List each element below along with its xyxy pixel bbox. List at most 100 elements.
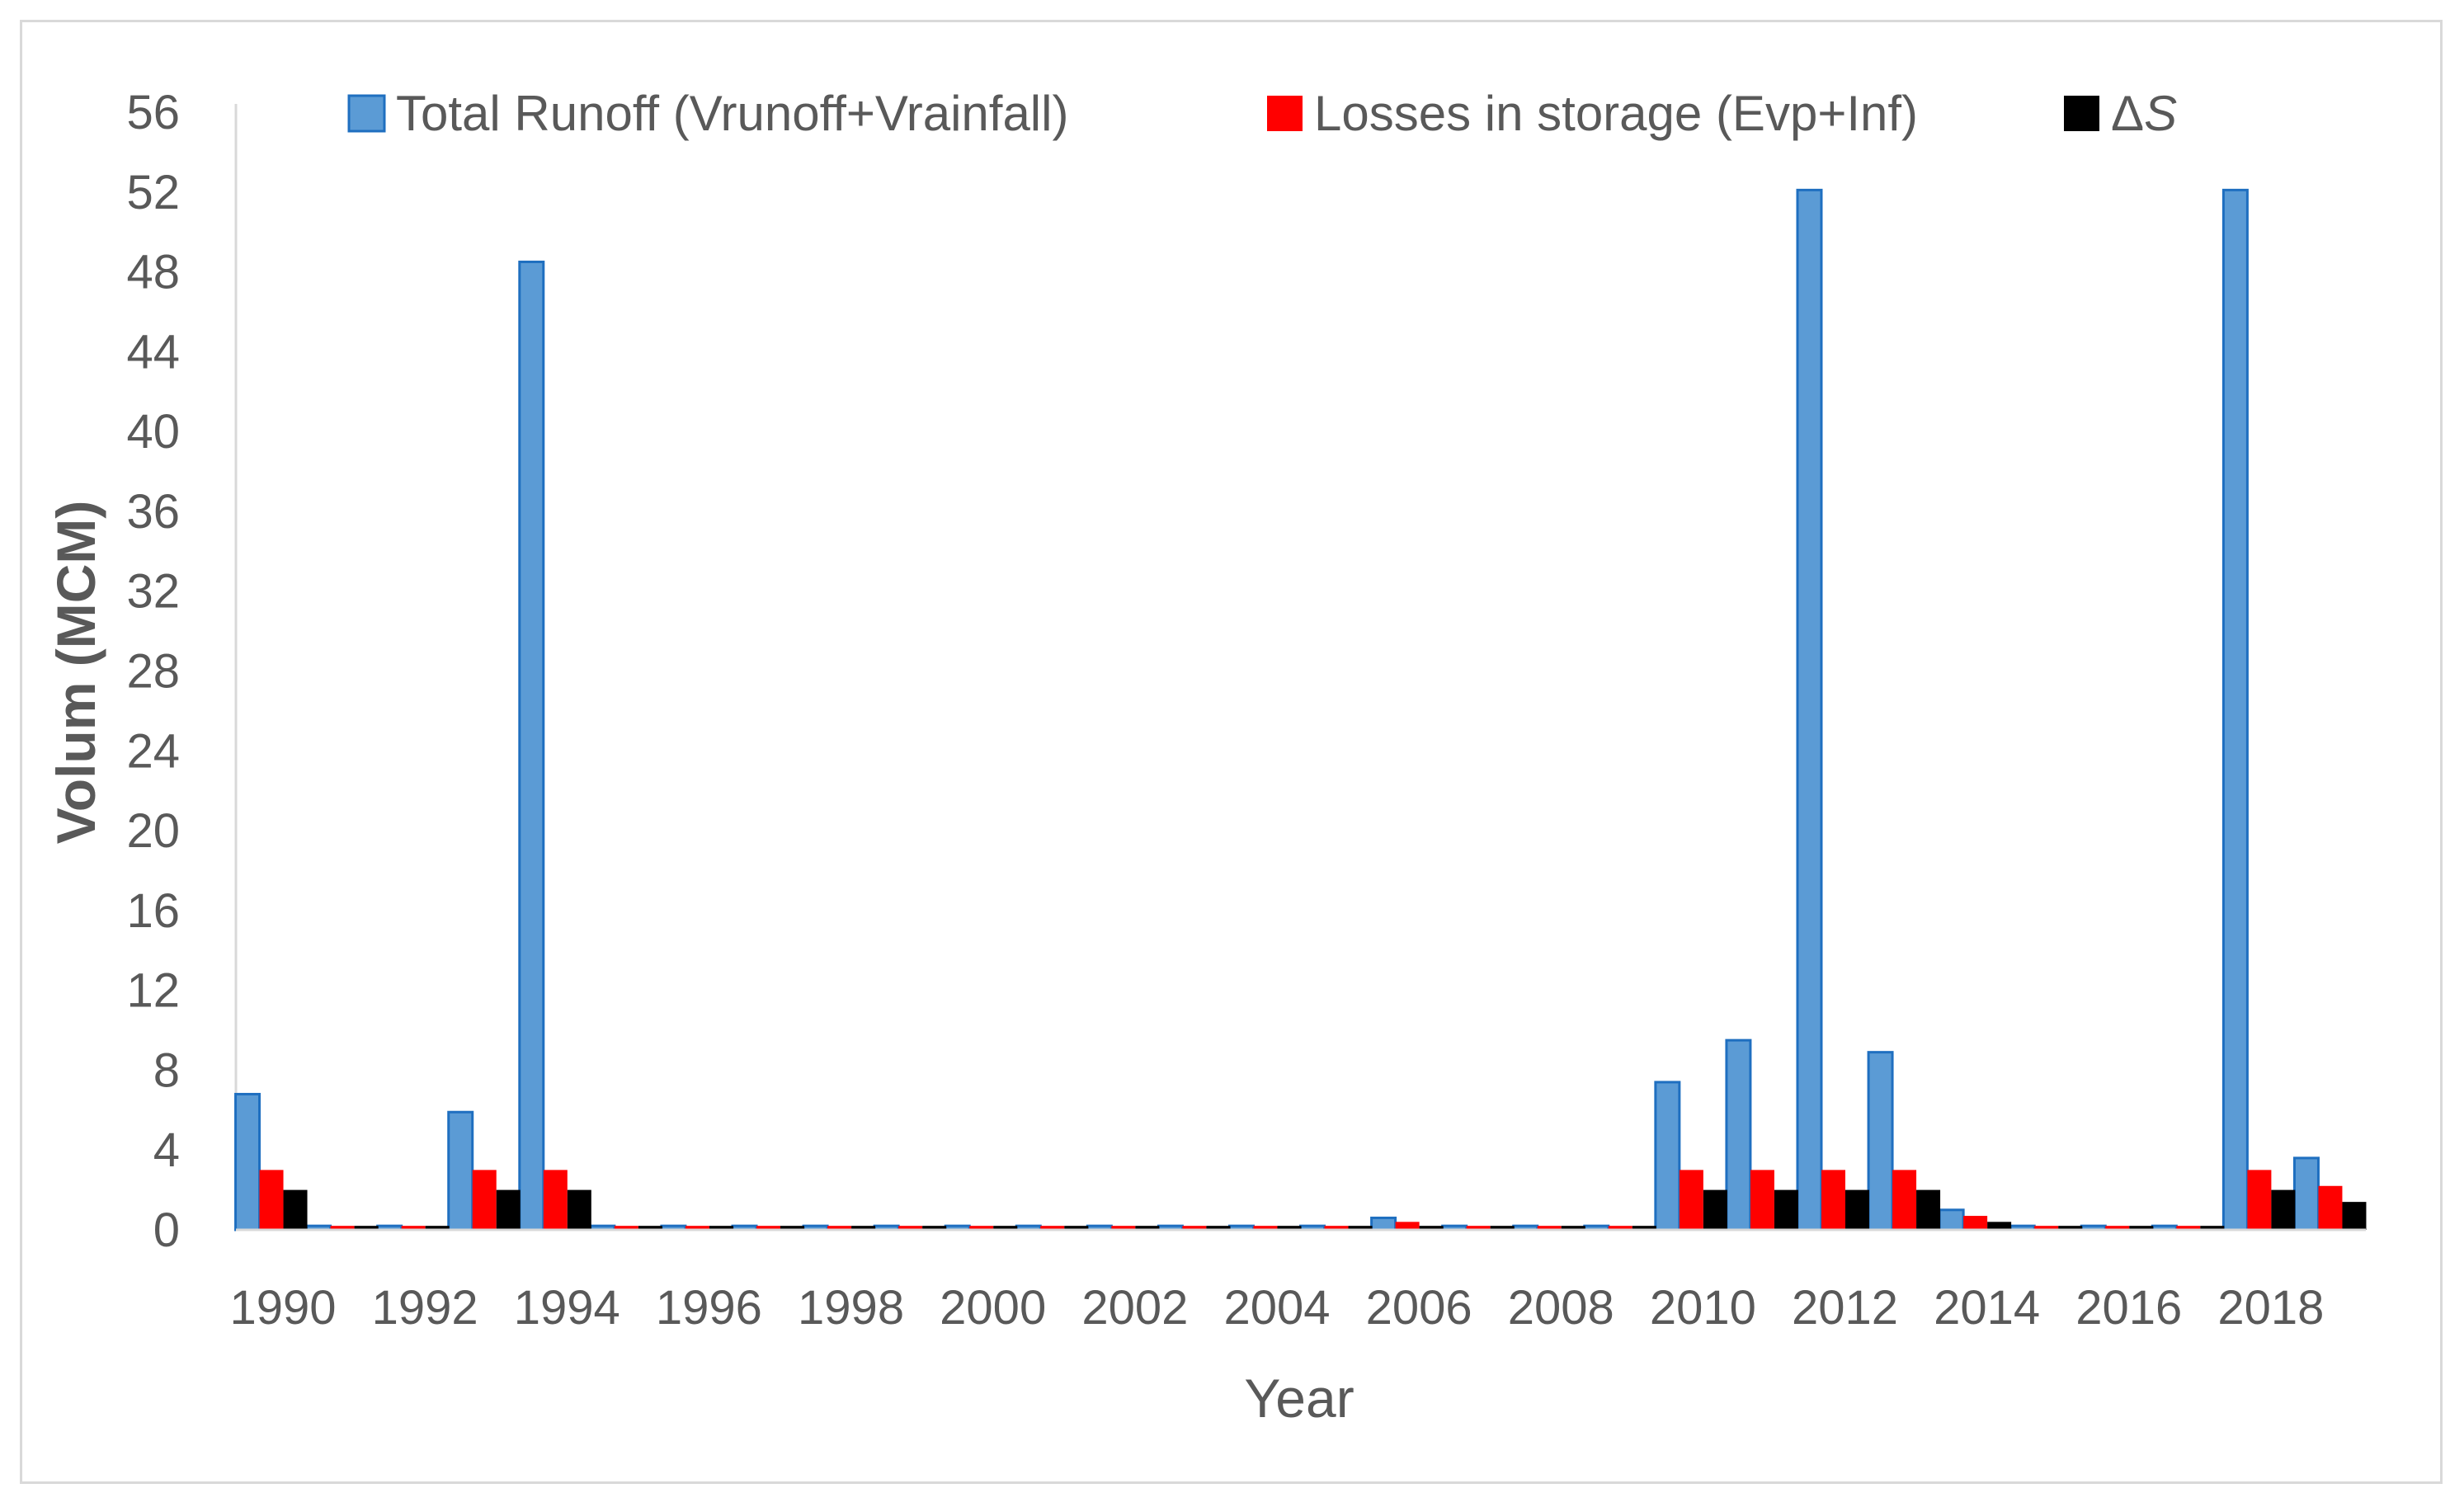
- bar-delta-s: [922, 1226, 947, 1230]
- bar-delta-s: [1419, 1226, 1444, 1230]
- bar-delta-s: [1561, 1226, 1585, 1230]
- bar-losses: [330, 1226, 355, 1230]
- bar-delta-s: [1135, 1226, 1160, 1230]
- bar-delta-s: [851, 1226, 876, 1230]
- x-tick-label: 2014: [1934, 1281, 2040, 1335]
- legend-swatch: [2064, 96, 2099, 131]
- legend-label: Total Runoff (Vrunoff+Vrainfall): [396, 86, 1068, 141]
- x-tick-label: 2006: [1366, 1281, 1472, 1335]
- x-tick-label: 1992: [372, 1281, 478, 1335]
- bar-losses: [401, 1226, 426, 1230]
- bar-losses: [1750, 1170, 1774, 1230]
- bar-losses: [756, 1226, 780, 1230]
- bar-total-runoff: [2221, 188, 2249, 1232]
- bar-losses: [1466, 1226, 1491, 1230]
- legend-swatch: [347, 94, 386, 133]
- bar-losses: [1537, 1226, 1562, 1230]
- bar-delta-s: [638, 1226, 662, 1230]
- bar-losses: [1111, 1226, 1136, 1230]
- bar-losses: [472, 1170, 497, 1230]
- bar-delta-s: [1348, 1226, 1373, 1230]
- x-tick-label: 2000: [940, 1281, 1046, 1335]
- y-tick-label: 56: [126, 86, 180, 139]
- bar-delta-s: [2129, 1226, 2154, 1230]
- bar-delta-s: [2342, 1202, 2367, 1230]
- bar-delta-s: [2058, 1226, 2083, 1230]
- bar-losses: [1253, 1226, 1278, 1230]
- x-tick-label: 2012: [1792, 1281, 1898, 1335]
- bar-delta-s: [993, 1226, 1018, 1230]
- bar-losses: [969, 1226, 994, 1230]
- bar-total-runoff: [234, 1092, 261, 1232]
- bar-losses: [2105, 1226, 2130, 1230]
- bar-total-runoff: [1654, 1081, 1681, 1232]
- bar-delta-s: [1277, 1226, 1302, 1230]
- x-tick-label: 2008: [1508, 1281, 1614, 1335]
- y-tick-label: 40: [126, 405, 180, 459]
- bar-losses: [1395, 1222, 1420, 1230]
- bar-total-runoff: [2292, 1156, 2320, 1232]
- bar-losses: [543, 1170, 568, 1230]
- bar-losses: [898, 1226, 923, 1230]
- y-tick-label: 20: [126, 804, 180, 858]
- x-tick-label: 1990: [230, 1281, 337, 1335]
- bar-delta-s: [1064, 1226, 1089, 1230]
- bar-losses: [259, 1170, 284, 1230]
- y-tick-label: 8: [153, 1043, 180, 1097]
- y-tick-label: 28: [126, 645, 180, 699]
- bar-total-runoff: [1370, 1216, 1397, 1232]
- y-tick-label: 16: [126, 884, 180, 938]
- x-tick-label: 1996: [656, 1281, 762, 1335]
- x-tick-label: 1998: [798, 1281, 904, 1335]
- bar-total-runoff: [1796, 188, 1823, 1232]
- bar-delta-s: [780, 1226, 804, 1230]
- bar-delta-s: [567, 1189, 591, 1230]
- bar-total-runoff: [447, 1110, 474, 1232]
- bar-delta-s: [1703, 1189, 1727, 1230]
- y-tick-label: 36: [126, 485, 180, 539]
- bar-losses: [1963, 1216, 1988, 1230]
- legend-swatch: [1267, 96, 1303, 131]
- y-tick-label: 0: [153, 1203, 180, 1257]
- bar-delta-s: [425, 1226, 450, 1230]
- bar-total-runoff: [1867, 1051, 1894, 1232]
- x-tick-label: 2018: [2217, 1281, 2324, 1335]
- bar-delta-s: [1632, 1226, 1656, 1230]
- y-tick-label: 32: [126, 565, 180, 619]
- bar-losses: [1040, 1226, 1065, 1230]
- bar-losses: [1679, 1170, 1703, 1230]
- x-tick-label: 2004: [1223, 1281, 1330, 1335]
- y-tick-label: 24: [126, 724, 180, 778]
- bar-losses: [2247, 1170, 2272, 1230]
- bar-losses: [2034, 1226, 2059, 1230]
- bar-losses: [2318, 1185, 2343, 1230]
- x-axis-title: Year: [1244, 1368, 1354, 1429]
- bar-losses: [614, 1226, 638, 1230]
- bar-losses: [1324, 1226, 1349, 1230]
- bar-delta-s: [709, 1226, 733, 1230]
- bar-total-runoff: [1725, 1038, 1752, 1232]
- bar-delta-s: [1845, 1189, 1869, 1230]
- y-tick-label: 52: [126, 166, 180, 219]
- x-tick-label: 2016: [2075, 1281, 2182, 1335]
- bar-delta-s: [283, 1189, 308, 1230]
- bar-delta-s: [2200, 1226, 2225, 1230]
- bar-delta-s: [1987, 1222, 2012, 1230]
- bar-losses: [1821, 1170, 1845, 1230]
- bar-total-runoff: [1938, 1208, 1965, 1232]
- bar-delta-s: [1774, 1189, 1798, 1230]
- y-axis-title: Volum (MCM): [45, 501, 106, 845]
- bar-losses: [827, 1226, 852, 1230]
- bar-losses: [1892, 1170, 1917, 1230]
- bar-delta-s: [1916, 1189, 1941, 1230]
- chart-frame: [20, 20, 2443, 1484]
- legend-label: Losses in storage (Evp+Inf): [1314, 86, 1918, 141]
- bar-losses: [685, 1226, 709, 1230]
- bar-losses: [1608, 1226, 1632, 1230]
- legend-label: ΔS: [2111, 86, 2177, 141]
- x-tick-label: 2010: [1650, 1281, 1756, 1335]
- bar-delta-s: [354, 1226, 379, 1230]
- x-tick-label: 2002: [1081, 1281, 1188, 1335]
- y-tick-label: 12: [126, 964, 180, 1018]
